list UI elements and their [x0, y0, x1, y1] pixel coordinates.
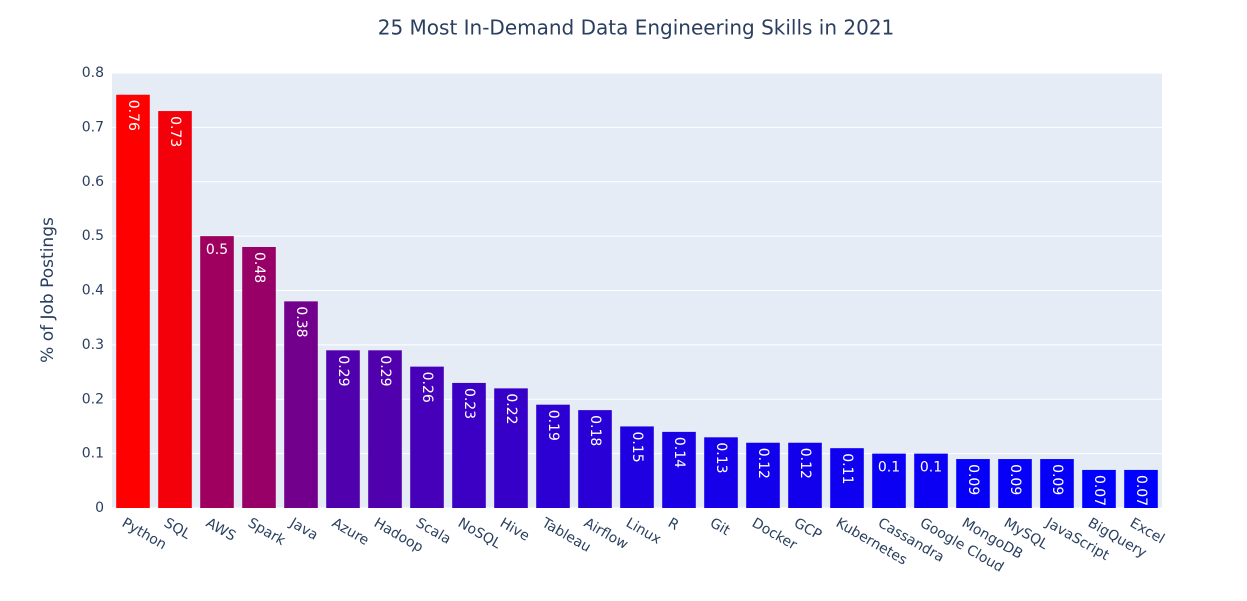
bar	[956, 459, 990, 508]
bar	[284, 301, 318, 508]
y-axis-label: % of Job Postings	[38, 217, 58, 363]
bar	[788, 442, 822, 508]
data-label: 0.18	[587, 415, 603, 446]
bars: 0.76 0.73 0.5 0.48 0.38 0.29 0.29 0.26 0.23 0.22 0…	[116, 94, 1158, 508]
x-tick-label: Python	[119, 515, 169, 553]
data-label: 0.5	[206, 242, 228, 258]
data-label: 0.15	[629, 431, 645, 462]
x-tick-label: Docker	[749, 515, 800, 553]
bar	[998, 459, 1032, 508]
bar	[536, 404, 570, 508]
bar	[158, 111, 192, 508]
x-tick-label: AWS	[203, 515, 238, 545]
data-label: 0.11	[839, 453, 855, 484]
bar	[578, 410, 612, 508]
data-label: 0.23	[461, 388, 477, 419]
data-label: 0.07	[1133, 475, 1149, 506]
bar	[914, 453, 948, 508]
data-label: 0.09	[1007, 464, 1023, 495]
y-tick-label: 0.4	[82, 283, 104, 299]
bar	[662, 431, 696, 508]
data-label: 0.38	[293, 306, 309, 337]
x-tick-label: Linux	[623, 515, 664, 548]
bar	[872, 453, 906, 508]
data-label: 0.12	[797, 448, 813, 479]
data-label: 0.1	[878, 460, 900, 476]
x-tick-label: Spark	[245, 515, 289, 549]
data-label: 0.13	[713, 442, 729, 473]
bar	[200, 236, 234, 508]
data-label: 0.07	[1091, 475, 1107, 506]
chart-title: 25 Most In-Demand Data Engineering Skill…	[378, 16, 895, 40]
y-tick-label: 0.1	[82, 446, 104, 462]
data-label: 0.26	[419, 372, 435, 403]
data-label: 0.29	[377, 355, 393, 386]
data-label: 0.09	[1049, 464, 1065, 495]
y-tick-label: 0.8	[82, 65, 104, 81]
y-tick-label: 0.2	[82, 391, 104, 407]
x-tick-label: Git	[707, 515, 733, 539]
data-label: 0.1	[920, 460, 942, 476]
y-tick-label: 0	[95, 500, 104, 516]
bar	[410, 366, 444, 508]
bar	[1040, 459, 1074, 508]
y-tick-label: 0.3	[82, 337, 104, 353]
data-label: 0.09	[965, 464, 981, 495]
bar	[368, 350, 402, 508]
bar	[494, 388, 528, 508]
bar	[1082, 469, 1116, 508]
bar	[116, 94, 150, 508]
data-label: 0.19	[545, 410, 561, 441]
y-tick-label: 0.6	[82, 174, 104, 190]
y-tick-label: 0.7	[82, 119, 104, 135]
data-label: 0.12	[755, 448, 771, 479]
bar	[620, 426, 654, 508]
bar	[242, 247, 276, 508]
y-tick-label: 0.5	[82, 228, 104, 244]
data-label: 0.29	[335, 355, 351, 386]
data-label: 0.14	[671, 437, 687, 468]
x-tick-label: Java	[286, 515, 320, 544]
bar	[326, 350, 360, 508]
bar	[452, 382, 486, 508]
data-label: 0.22	[503, 393, 519, 424]
bar	[746, 442, 780, 508]
bar	[830, 448, 864, 508]
data-label: 0.76	[125, 100, 141, 131]
x-tick-label: Azure	[329, 515, 372, 549]
data-label: 0.48	[251, 252, 267, 283]
x-tick-label: R	[665, 515, 682, 534]
bar	[704, 437, 738, 508]
x-tick-label: NoSQL	[455, 515, 504, 552]
bar	[1124, 469, 1158, 508]
data-label: 0.73	[167, 116, 183, 147]
